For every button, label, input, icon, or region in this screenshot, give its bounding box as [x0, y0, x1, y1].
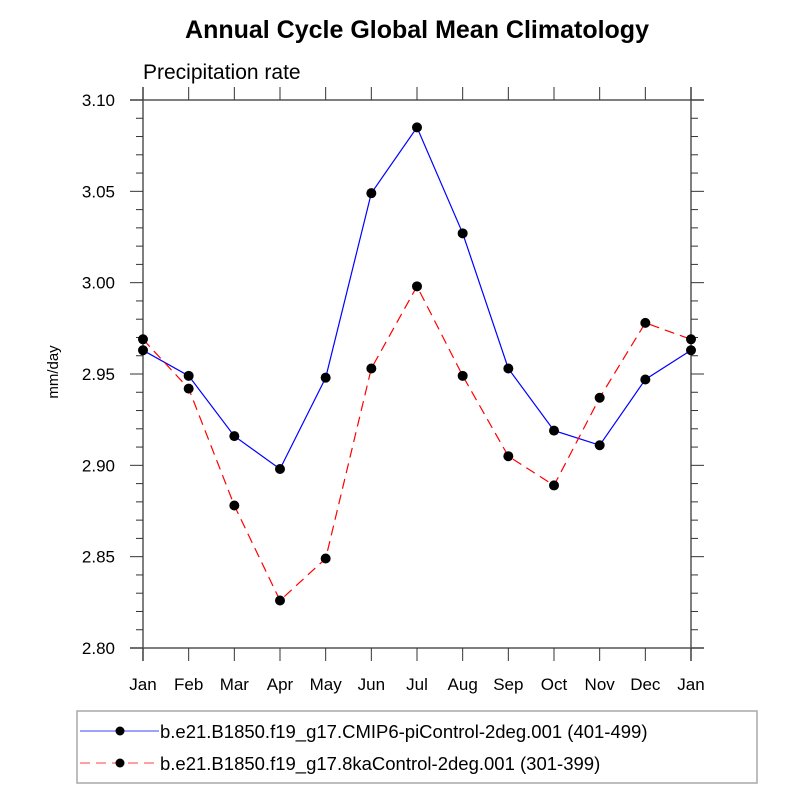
series-2-point: [275, 595, 285, 606]
x-tick-label: Oct: [541, 675, 568, 694]
series-2-point: [183, 383, 194, 394]
chart-title: Annual Cycle Global Mean Climatology: [185, 16, 649, 44]
series-1-point: [686, 345, 696, 356]
series-1-point: [275, 463, 285, 474]
y-tick-label: 2.85: [82, 548, 115, 567]
series-2-point: [320, 553, 331, 564]
legend: b.e21.B1850.f19_g17.CMIP6-piControl-2deg…: [76, 710, 758, 784]
legend-box: [76, 710, 758, 784]
series-1-point: [183, 370, 194, 381]
series-2-point: [138, 334, 148, 345]
y-tick-label: 2.80: [82, 639, 115, 658]
legend-marker-1: [115, 726, 125, 736]
series-1-point: [594, 440, 605, 451]
y-tick-label: 2.95: [82, 365, 115, 384]
series-2-point: [686, 334, 696, 345]
x-tick-label: Jun: [358, 675, 385, 694]
y-tick-label: 3.05: [82, 182, 115, 201]
series-1-point: [138, 345, 148, 356]
x-tick-label: Sep: [493, 675, 523, 694]
series-line-2: [142, 285, 692, 602]
axes: [130, 87, 704, 661]
x-tick-label: Nov: [585, 675, 616, 694]
x-tick-label: Aug: [448, 675, 478, 694]
y-tick-label: 3.10: [82, 91, 115, 110]
x-tick-label: Dec: [630, 675, 661, 694]
series-2-point: [229, 500, 240, 511]
y-tick-label: 3.00: [82, 274, 115, 293]
series-1-point: [640, 374, 651, 385]
series-2-point: [503, 451, 514, 462]
markers: [138, 122, 696, 606]
series-line-1: [142, 126, 692, 470]
x-tick-label: Jan: [129, 675, 156, 694]
tick-labels: Jan Feb Mar Apr May Jun Jul Aug Sep Oct Nov Dec Jan 2…: [82, 91, 705, 694]
series-1-point: [457, 228, 468, 239]
series-2-point: [640, 317, 651, 328]
x-tick-label: Jan: [677, 675, 704, 694]
series-1-point: [366, 188, 377, 199]
series-1-point: [320, 372, 331, 383]
series-2-point: [594, 392, 605, 403]
x-tick-label: Jul: [406, 675, 428, 694]
series-1-point: [412, 122, 422, 133]
series-lines: [142, 126, 692, 602]
series-2-point: [366, 363, 377, 374]
chart-subtitle: Precipitation rate: [143, 61, 301, 84]
legend-marker-2: [115, 758, 125, 768]
x-tick-label: May: [310, 675, 343, 694]
legend-label-1: b.e21.B1850.f19_g17.CMIP6-piControl-2deg…: [160, 721, 648, 743]
legend-label-2: b.e21.B1850.f19_g17.8kaControl-2deg.001 …: [160, 753, 600, 775]
series-1-point: [503, 363, 514, 374]
x-tick-label: Apr: [267, 675, 294, 694]
series-2-point: [457, 370, 468, 381]
series-2-point: [412, 281, 422, 292]
series-2-point: [549, 480, 559, 491]
y-tick-label: 2.90: [82, 456, 115, 475]
series-1-point: [229, 431, 240, 442]
x-tick-label: Feb: [174, 675, 203, 694]
x-tick-label: Mar: [220, 675, 250, 694]
y-axis-label: mm/day: [45, 345, 62, 399]
series-1-point: [549, 425, 559, 436]
